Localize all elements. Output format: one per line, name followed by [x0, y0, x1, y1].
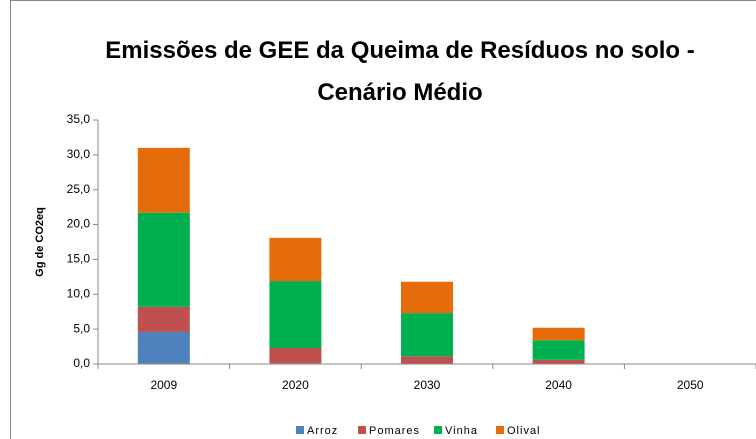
bar-segment	[269, 281, 322, 348]
legend-label: Vinha	[445, 425, 478, 437]
bar-segment	[269, 347, 322, 364]
x-tick-label: 2030	[414, 378, 441, 392]
legend-label: Pomares	[369, 425, 420, 437]
y-tick-label: 25,0	[67, 182, 91, 196]
chart-title: Emissões de GEE da Queima de Resíduos no…	[105, 37, 695, 106]
bar-segment	[532, 327, 585, 341]
legend-swatch	[434, 426, 442, 434]
y-tick-label: 10,0	[67, 286, 91, 300]
y-tick-label: 0,0	[73, 356, 90, 370]
bar-segment	[401, 281, 453, 314]
x-tick-label: 2040	[545, 378, 572, 392]
y-axis-label: Gg de CO2eq	[34, 207, 46, 277]
bar-segment	[137, 331, 190, 364]
y-tick-label: 20,0	[67, 217, 91, 231]
chart-border	[10, 0, 756, 439]
bar-segment	[269, 237, 322, 282]
bar-segment	[532, 359, 585, 364]
legend-label: Arroz	[307, 425, 338, 437]
bar-segment	[137, 147, 190, 213]
y-tick-label: 5,0	[73, 321, 90, 335]
y-tick-label: 15,0	[67, 252, 91, 266]
y-tick-label: 35,0	[67, 112, 91, 126]
legend-swatch	[296, 426, 304, 434]
x-tick-label: 2009	[150, 378, 177, 392]
bar-segment	[532, 340, 585, 360]
legend-swatch	[358, 426, 366, 434]
legend-swatch	[496, 426, 504, 434]
y-tick-label: 30,0	[67, 147, 91, 161]
bar-segment	[137, 212, 190, 307]
bar-segment	[137, 306, 190, 332]
bar-segment	[401, 313, 453, 357]
bar-segment	[401, 356, 453, 364]
x-tick-label: 2050	[677, 378, 704, 392]
legend-label: Olival	[507, 425, 541, 437]
x-tick-label: 2020	[282, 378, 309, 392]
